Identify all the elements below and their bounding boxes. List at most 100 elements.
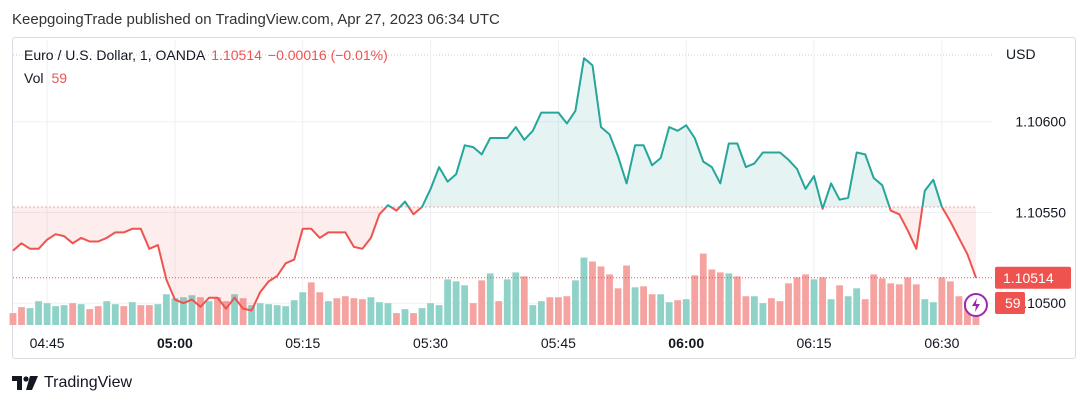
- volume-bar: [248, 305, 256, 325]
- volume-bar: [60, 305, 68, 325]
- volume-bar: [844, 296, 852, 325]
- time-axis: 04:45 05:00 05:15 05:30 05:45 06:00 06:15 06:30: [30, 335, 960, 351]
- volume-bar: [256, 303, 264, 325]
- volume-bar: [836, 285, 844, 325]
- volume-value: 59: [51, 70, 68, 86]
- volume-bar: [222, 301, 230, 325]
- volume-bar: [52, 306, 60, 325]
- volume-bar: [682, 299, 690, 325]
- volume-bar: [154, 304, 162, 325]
- volume-bar: [708, 269, 716, 325]
- volume-bar: [145, 305, 153, 325]
- volume-legend[interactable]: Vol 59: [24, 70, 67, 86]
- volume-bar: [393, 313, 400, 325]
- volume-bar: [341, 296, 349, 325]
- volume-bar: [895, 284, 903, 325]
- lightning-icon[interactable]: [963, 293, 988, 317]
- volume-bar: [282, 306, 290, 325]
- time-tick-label: 05:15: [285, 335, 320, 351]
- volume-bar: [563, 296, 571, 325]
- volume-bar: [589, 261, 596, 325]
- volume-bar: [546, 297, 554, 325]
- tradingview-logo-icon: [12, 376, 38, 390]
- tradingview-logo[interactable]: TradingView: [12, 374, 132, 392]
- volume-bar: [486, 273, 494, 325]
- volume-bar: [640, 286, 648, 325]
- volume-bar: [111, 304, 119, 325]
- volume-bar: [444, 279, 452, 325]
- volume-bar: [768, 298, 775, 325]
- volume-bar: [350, 298, 358, 325]
- volume-bar: [597, 266, 605, 325]
- volume-bar: [691, 275, 699, 325]
- volume-bar: [554, 297, 562, 325]
- volume-bar: [171, 298, 179, 325]
- volume-bar: [606, 274, 613, 325]
- brand-name: TradingView: [44, 374, 133, 391]
- volume-bar: [495, 301, 503, 325]
- volume-bar: [410, 313, 417, 325]
- volume-bar: [929, 302, 937, 325]
- volume-bar: [103, 301, 111, 325]
- price-change: −0.00016 (−0.01%): [267, 47, 388, 63]
- axis-badges: 1.10514 59: [963, 266, 1071, 317]
- price-axis: 1.10600 1.10550 1.10500: [1015, 114, 1066, 312]
- volume-bar: [299, 292, 307, 325]
- volume-bar: [452, 281, 460, 325]
- volume-bar: [290, 300, 298, 325]
- time-tick-label: 04:45: [30, 335, 65, 351]
- volume-bar: [878, 278, 886, 325]
- time-tick-label: 05:45: [541, 335, 576, 351]
- volume-bar: [358, 299, 366, 325]
- volume-bar: [827, 299, 835, 325]
- volume-bar: [265, 304, 273, 325]
- volume-bar: [35, 301, 42, 325]
- volume-bar: [137, 305, 145, 325]
- volume-bar: [214, 297, 221, 325]
- volume-bar: [742, 296, 750, 325]
- symbol-legend[interactable]: Euro / U.S. Dollar, 1, OANDA 1.10514 −0.00…: [24, 47, 388, 63]
- volume-bar: [197, 297, 204, 325]
- price-line-below: [12, 207, 977, 312]
- volume-bar: [537, 301, 545, 325]
- volume-bar: [120, 306, 128, 325]
- volume-bar: [18, 307, 25, 325]
- volume-bar: [69, 303, 77, 325]
- volume-bar: [188, 295, 196, 325]
- volume-bar: [239, 298, 247, 325]
- volume-bar: [776, 301, 784, 325]
- time-tick-label: 05:30: [413, 335, 448, 351]
- volume-bar: [367, 297, 375, 325]
- chart-frame: [12, 37, 1076, 359]
- volume-bar: [512, 272, 520, 325]
- volume-bar: [418, 308, 426, 325]
- volume-bar: [631, 287, 639, 325]
- time-tick-label: 06:15: [797, 335, 832, 351]
- symbol-name: Euro / U.S. Dollar, 1, OANDA: [24, 47, 206, 63]
- volume-bar: [904, 277, 912, 325]
- volume-bar: [43, 303, 51, 325]
- volume-bar: [273, 305, 281, 325]
- price-badge-text: 1.10514: [1003, 270, 1054, 286]
- volume-bar: [205, 301, 213, 325]
- area-fill-below: [13, 207, 976, 311]
- currency-label[interactable]: USD: [1006, 46, 1036, 62]
- volume-bar: [921, 299, 929, 325]
- volume-bar: [887, 283, 895, 325]
- price-line-above: [384, 57, 944, 208]
- volume-bar: [324, 301, 332, 325]
- volume-bar: [580, 257, 588, 325]
- volume-badge: [995, 292, 1025, 314]
- volume-bar: [759, 303, 767, 325]
- volume-bar: [180, 297, 187, 325]
- area-fill-above: [13, 58, 976, 208]
- volume-bar: [657, 294, 665, 325]
- volume-bar: [376, 302, 383, 325]
- volume-bar: [162, 294, 170, 325]
- volume-bar: [94, 306, 102, 325]
- volume-bar: [938, 277, 946, 325]
- volume-badge-text: 59: [1005, 295, 1021, 311]
- volume-bar: [307, 282, 315, 325]
- volume-bar: [461, 285, 469, 325]
